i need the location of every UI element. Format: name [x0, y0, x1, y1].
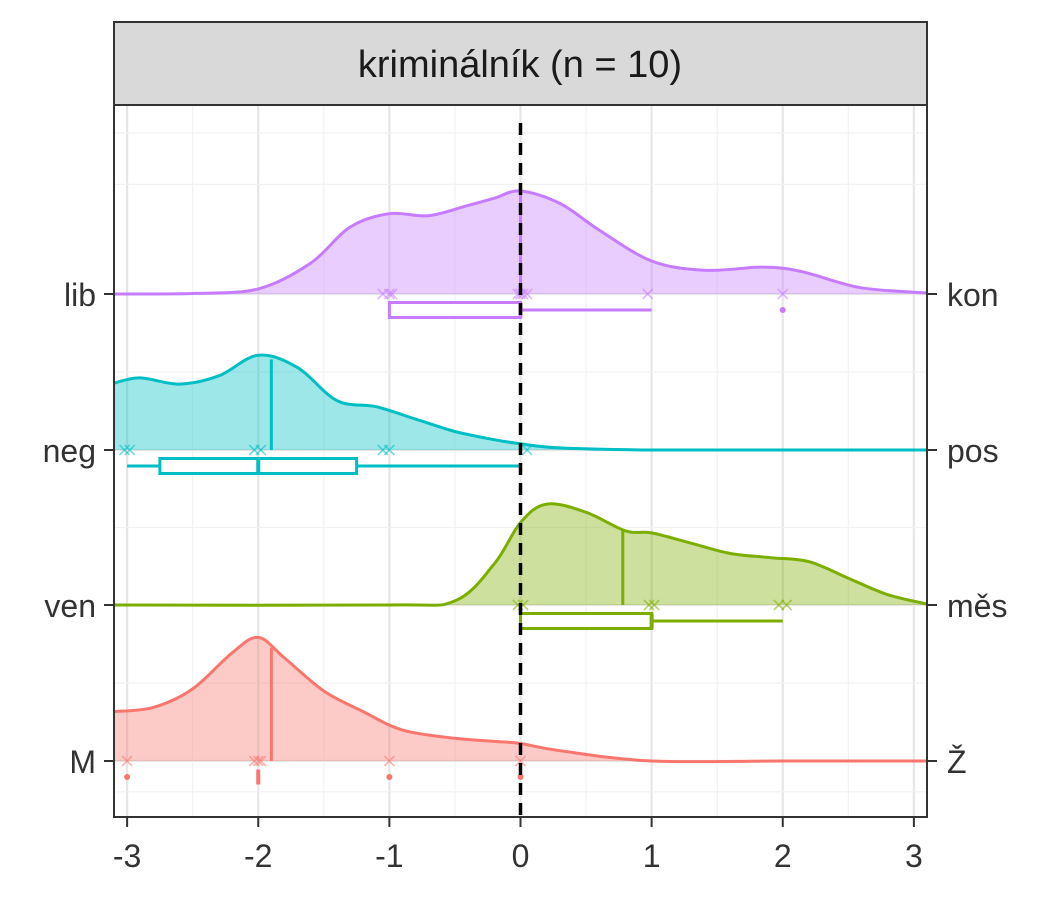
data-point	[383, 755, 395, 767]
density-area	[114, 355, 927, 451]
data-point	[521, 444, 533, 456]
y-label-right: pos	[947, 433, 999, 469]
box-iqr	[519, 612, 654, 630]
x-tick-label: 0	[512, 838, 530, 874]
x-tick-label: -3	[113, 838, 141, 874]
x-tick-label: -2	[244, 838, 272, 874]
data-point	[252, 755, 264, 767]
y-label-left: M	[69, 744, 96, 780]
box-outlier	[124, 774, 131, 780]
data-point	[643, 599, 655, 611]
y-label-right: měs	[947, 588, 1007, 624]
facet-strip	[113, 21, 928, 106]
data-point	[648, 599, 660, 611]
density-line	[113, 635, 927, 764]
box-iqr	[387, 301, 522, 319]
data-point	[521, 288, 533, 300]
box-outlier	[386, 774, 393, 780]
y-label-left: ven	[44, 588, 96, 624]
data-point	[121, 755, 133, 767]
data-point	[386, 288, 398, 300]
facet-title: kriminálník (n = 10)	[358, 44, 682, 86]
data-point	[383, 444, 395, 456]
box-outlier	[517, 774, 524, 780]
data-point	[773, 599, 785, 611]
density-area	[114, 637, 927, 762]
data-point	[514, 755, 527, 767]
data-point	[124, 444, 136, 456]
ridge-neg	[113, 353, 927, 475]
axes-layer: lib kon neg pos ven měs M Ž -3 -2 -1 0 1 2 3	[43, 277, 1008, 874]
data-point	[781, 599, 793, 611]
y-label-left: neg	[43, 433, 96, 469]
x-tick-label: 3	[905, 838, 923, 874]
box-outlier	[779, 307, 786, 313]
density-line	[113, 502, 928, 607]
x-tick-label: 2	[774, 838, 792, 874]
data-point	[255, 444, 267, 456]
data-point	[255, 755, 267, 767]
data-point	[383, 288, 395, 300]
data-point	[777, 288, 789, 300]
y-label-right: Ž	[947, 744, 967, 780]
x-tick-label: 1	[643, 838, 661, 874]
y-label-right: kon	[947, 277, 999, 313]
data-point	[118, 444, 131, 456]
data-point	[642, 288, 654, 300]
density-line	[113, 353, 927, 452]
y-label-left: lib	[64, 277, 96, 313]
ridge-M	[113, 635, 927, 785]
x-tick-label: -1	[375, 838, 403, 874]
